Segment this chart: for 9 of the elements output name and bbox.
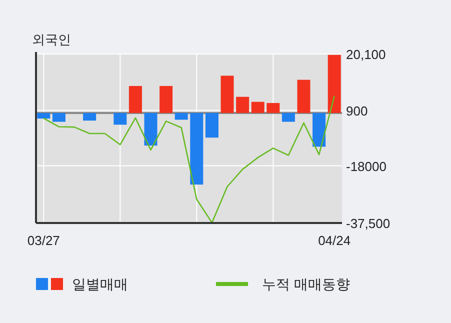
ytick: 900 <box>346 103 368 118</box>
ytick: -18000 <box>346 158 386 174</box>
legend-label: 일별매매 <box>72 276 128 292</box>
xtick: 04/24 <box>318 233 351 248</box>
xtick: 03/27 <box>27 233 60 248</box>
ytick: 20,100 <box>346 47 386 62</box>
title: 외국인 <box>32 32 71 47</box>
ytick: -37,500 <box>346 216 390 231</box>
legend-label: 누적 매매동향 <box>262 276 350 292</box>
